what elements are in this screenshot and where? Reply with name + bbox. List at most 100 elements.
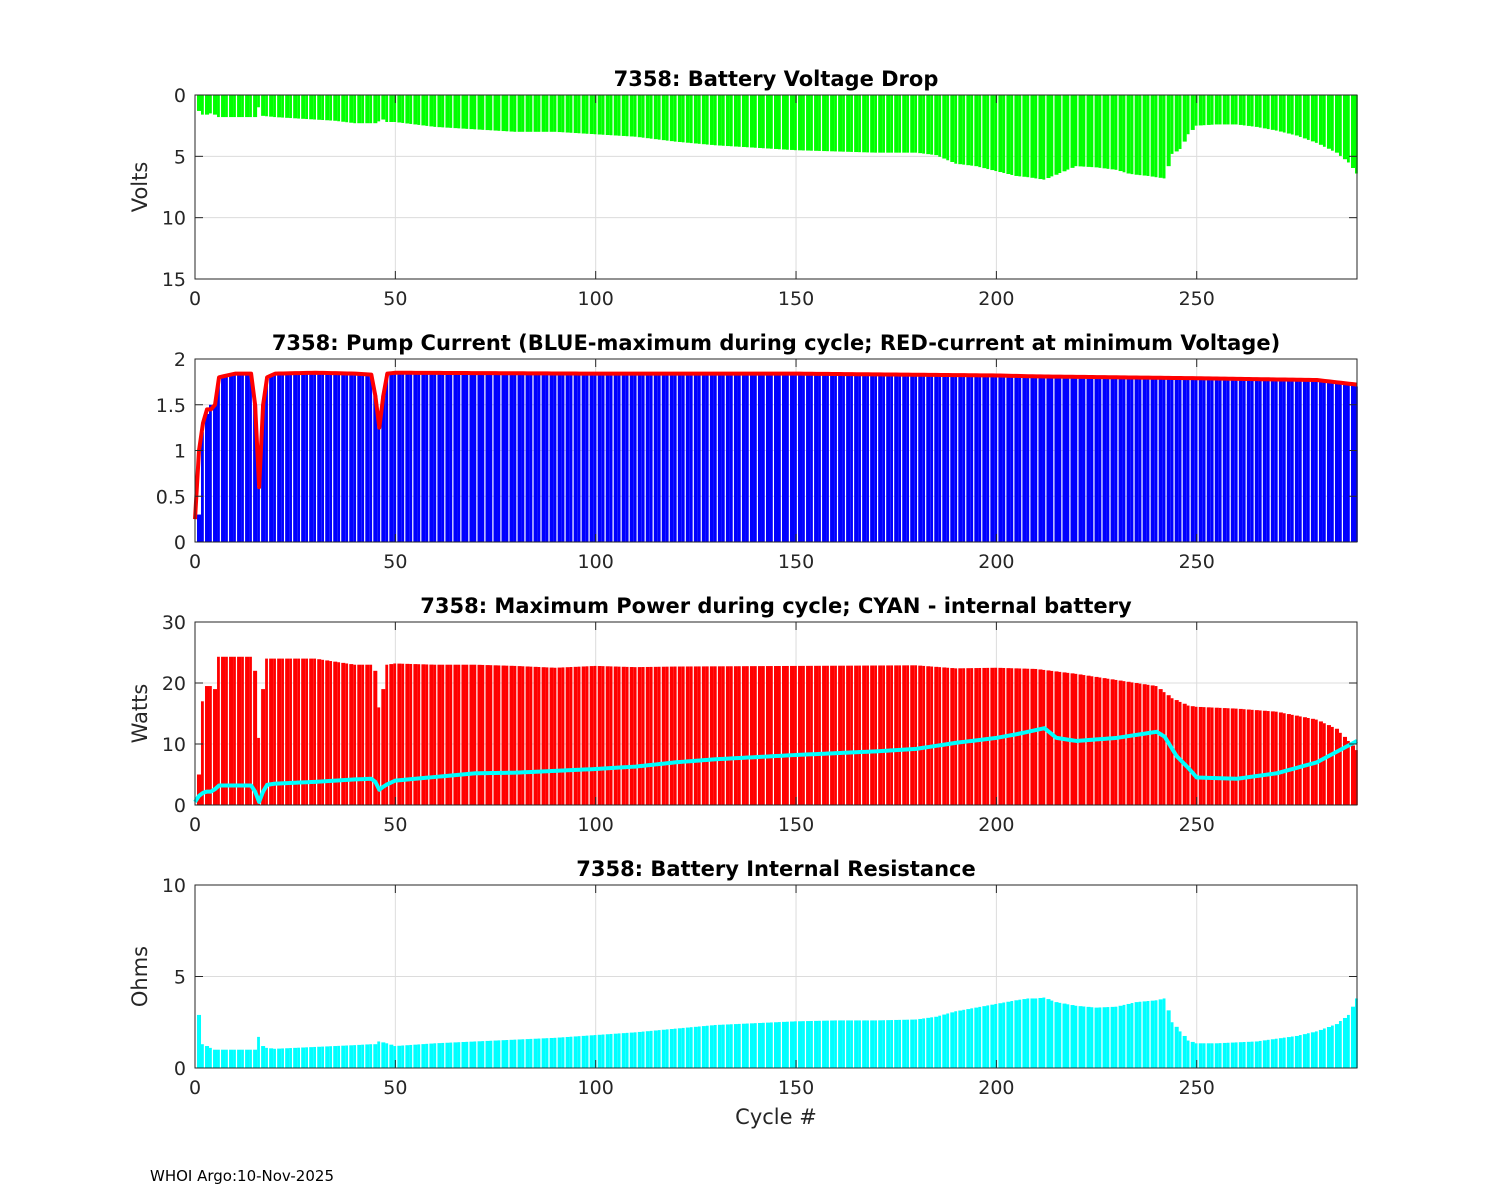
bar — [573, 1036, 578, 1068]
x-tick-label: 0 — [189, 1077, 201, 1099]
bar — [497, 1040, 501, 1068]
bar — [237, 1049, 242, 1068]
bar — [1230, 379, 1235, 542]
x-tick-label: 50 — [383, 1077, 407, 1099]
bar — [782, 95, 787, 150]
bar — [505, 95, 509, 132]
bar — [589, 95, 594, 135]
bar — [729, 666, 733, 805]
bar — [441, 95, 445, 128]
bar — [1074, 377, 1078, 542]
bar — [786, 95, 789, 150]
bar — [465, 95, 469, 129]
bar — [753, 1023, 757, 1068]
bar — [922, 1018, 926, 1068]
series-line-current — [193, 370, 1358, 520]
bar — [822, 373, 827, 542]
bar — [974, 375, 979, 542]
bar — [361, 1044, 365, 1068]
bar — [581, 373, 586, 542]
bar — [890, 1020, 894, 1068]
bar — [329, 373, 333, 542]
bar — [1294, 1035, 1299, 1068]
bar — [802, 1021, 805, 1068]
bar — [1226, 95, 1230, 125]
x-tick-label: 200 — [978, 288, 1014, 310]
bar — [209, 95, 212, 114]
bar — [393, 1046, 397, 1068]
bar — [1282, 1037, 1286, 1068]
bar — [1070, 1005, 1075, 1068]
bar — [341, 1045, 346, 1068]
bar — [413, 664, 418, 805]
bar — [986, 1005, 990, 1068]
bar — [537, 667, 541, 805]
bar — [657, 95, 661, 140]
bar — [1154, 95, 1158, 178]
bar — [649, 95, 653, 139]
bar — [1030, 998, 1035, 1068]
bar — [978, 1006, 982, 1068]
bar — [705, 373, 709, 542]
bar — [541, 667, 546, 805]
bar — [417, 1044, 421, 1068]
bar — [225, 95, 228, 118]
bar — [1062, 377, 1067, 542]
bar — [653, 95, 658, 140]
bar — [1082, 377, 1086, 542]
bar — [477, 664, 482, 805]
bar — [217, 1049, 220, 1068]
bar — [317, 659, 322, 805]
bar — [357, 664, 362, 805]
bar — [373, 395, 378, 542]
bar — [802, 373, 805, 542]
bar — [637, 95, 642, 138]
bar — [433, 372, 437, 542]
bar — [417, 95, 421, 125]
bar — [1266, 1039, 1270, 1068]
bar — [1186, 95, 1190, 135]
bar — [1038, 95, 1043, 180]
bar — [862, 95, 867, 153]
bar — [741, 1023, 746, 1068]
bar — [313, 95, 317, 120]
bar — [1262, 710, 1267, 805]
bar — [401, 95, 405, 123]
bar — [902, 374, 907, 542]
bar — [493, 373, 498, 542]
bar — [321, 1046, 325, 1068]
bar — [365, 95, 370, 124]
bar — [577, 373, 581, 542]
bar — [501, 373, 506, 542]
bar — [1226, 708, 1230, 805]
bar — [798, 1021, 803, 1068]
bar — [649, 666, 653, 805]
bar — [265, 658, 268, 805]
bar — [874, 1020, 877, 1068]
bar — [229, 374, 234, 542]
bar — [1262, 95, 1267, 129]
chart-voltage: 0 50 100 150 200 250 0 5 10 15 7358: Battery Volta… — [128, 67, 1358, 310]
bar — [994, 375, 998, 542]
bar — [1202, 95, 1206, 126]
bar — [357, 1044, 362, 1068]
bar — [946, 1013, 950, 1068]
x-tick-label: 0 — [189, 814, 201, 836]
bar — [733, 666, 738, 805]
bar — [713, 95, 717, 146]
bar — [577, 666, 581, 805]
bar — [1338, 384, 1342, 542]
bar — [377, 427, 381, 543]
bar — [757, 95, 762, 148]
bar — [986, 667, 990, 805]
bar — [697, 95, 701, 144]
bar — [753, 95, 757, 148]
bar — [621, 1033, 626, 1068]
bar — [369, 374, 373, 542]
bar — [561, 95, 565, 133]
bar — [962, 1009, 966, 1068]
bar — [221, 376, 226, 542]
bar — [621, 666, 626, 805]
bar — [1355, 998, 1358, 1068]
bar — [381, 689, 386, 805]
